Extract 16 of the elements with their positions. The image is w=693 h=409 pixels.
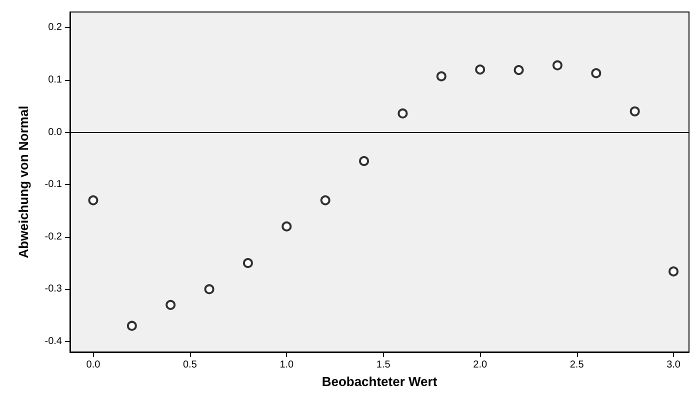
x-tick-label: 1.5 [376, 360, 391, 370]
y-tick-label: 0.2 [48, 22, 62, 34]
y-tick-label: -0.3 [44, 284, 62, 295]
x-tick-label: 3.0 [666, 360, 681, 370]
y-tick-label: 0.0 [48, 126, 62, 138]
y-tick-label: -0.2 [44, 231, 62, 242]
x-tick-label: 2.0 [473, 360, 488, 370]
y-axis-title: Abweichung von Normal [16, 106, 31, 258]
x-tick-label: 0.5 [182, 360, 198, 370]
y-tick-label: 0.1 [48, 74, 62, 86]
x-tick-label: 0.0 [86, 360, 101, 370]
y-tick-label: -0.4 [44, 336, 62, 348]
x-tick-label: 2.5 [570, 360, 584, 370]
x-tick-label: 1.0 [280, 360, 294, 370]
x-axis-title: Beobachteter Wert [322, 374, 438, 389]
y-tick-label: -0.1 [44, 179, 62, 190]
